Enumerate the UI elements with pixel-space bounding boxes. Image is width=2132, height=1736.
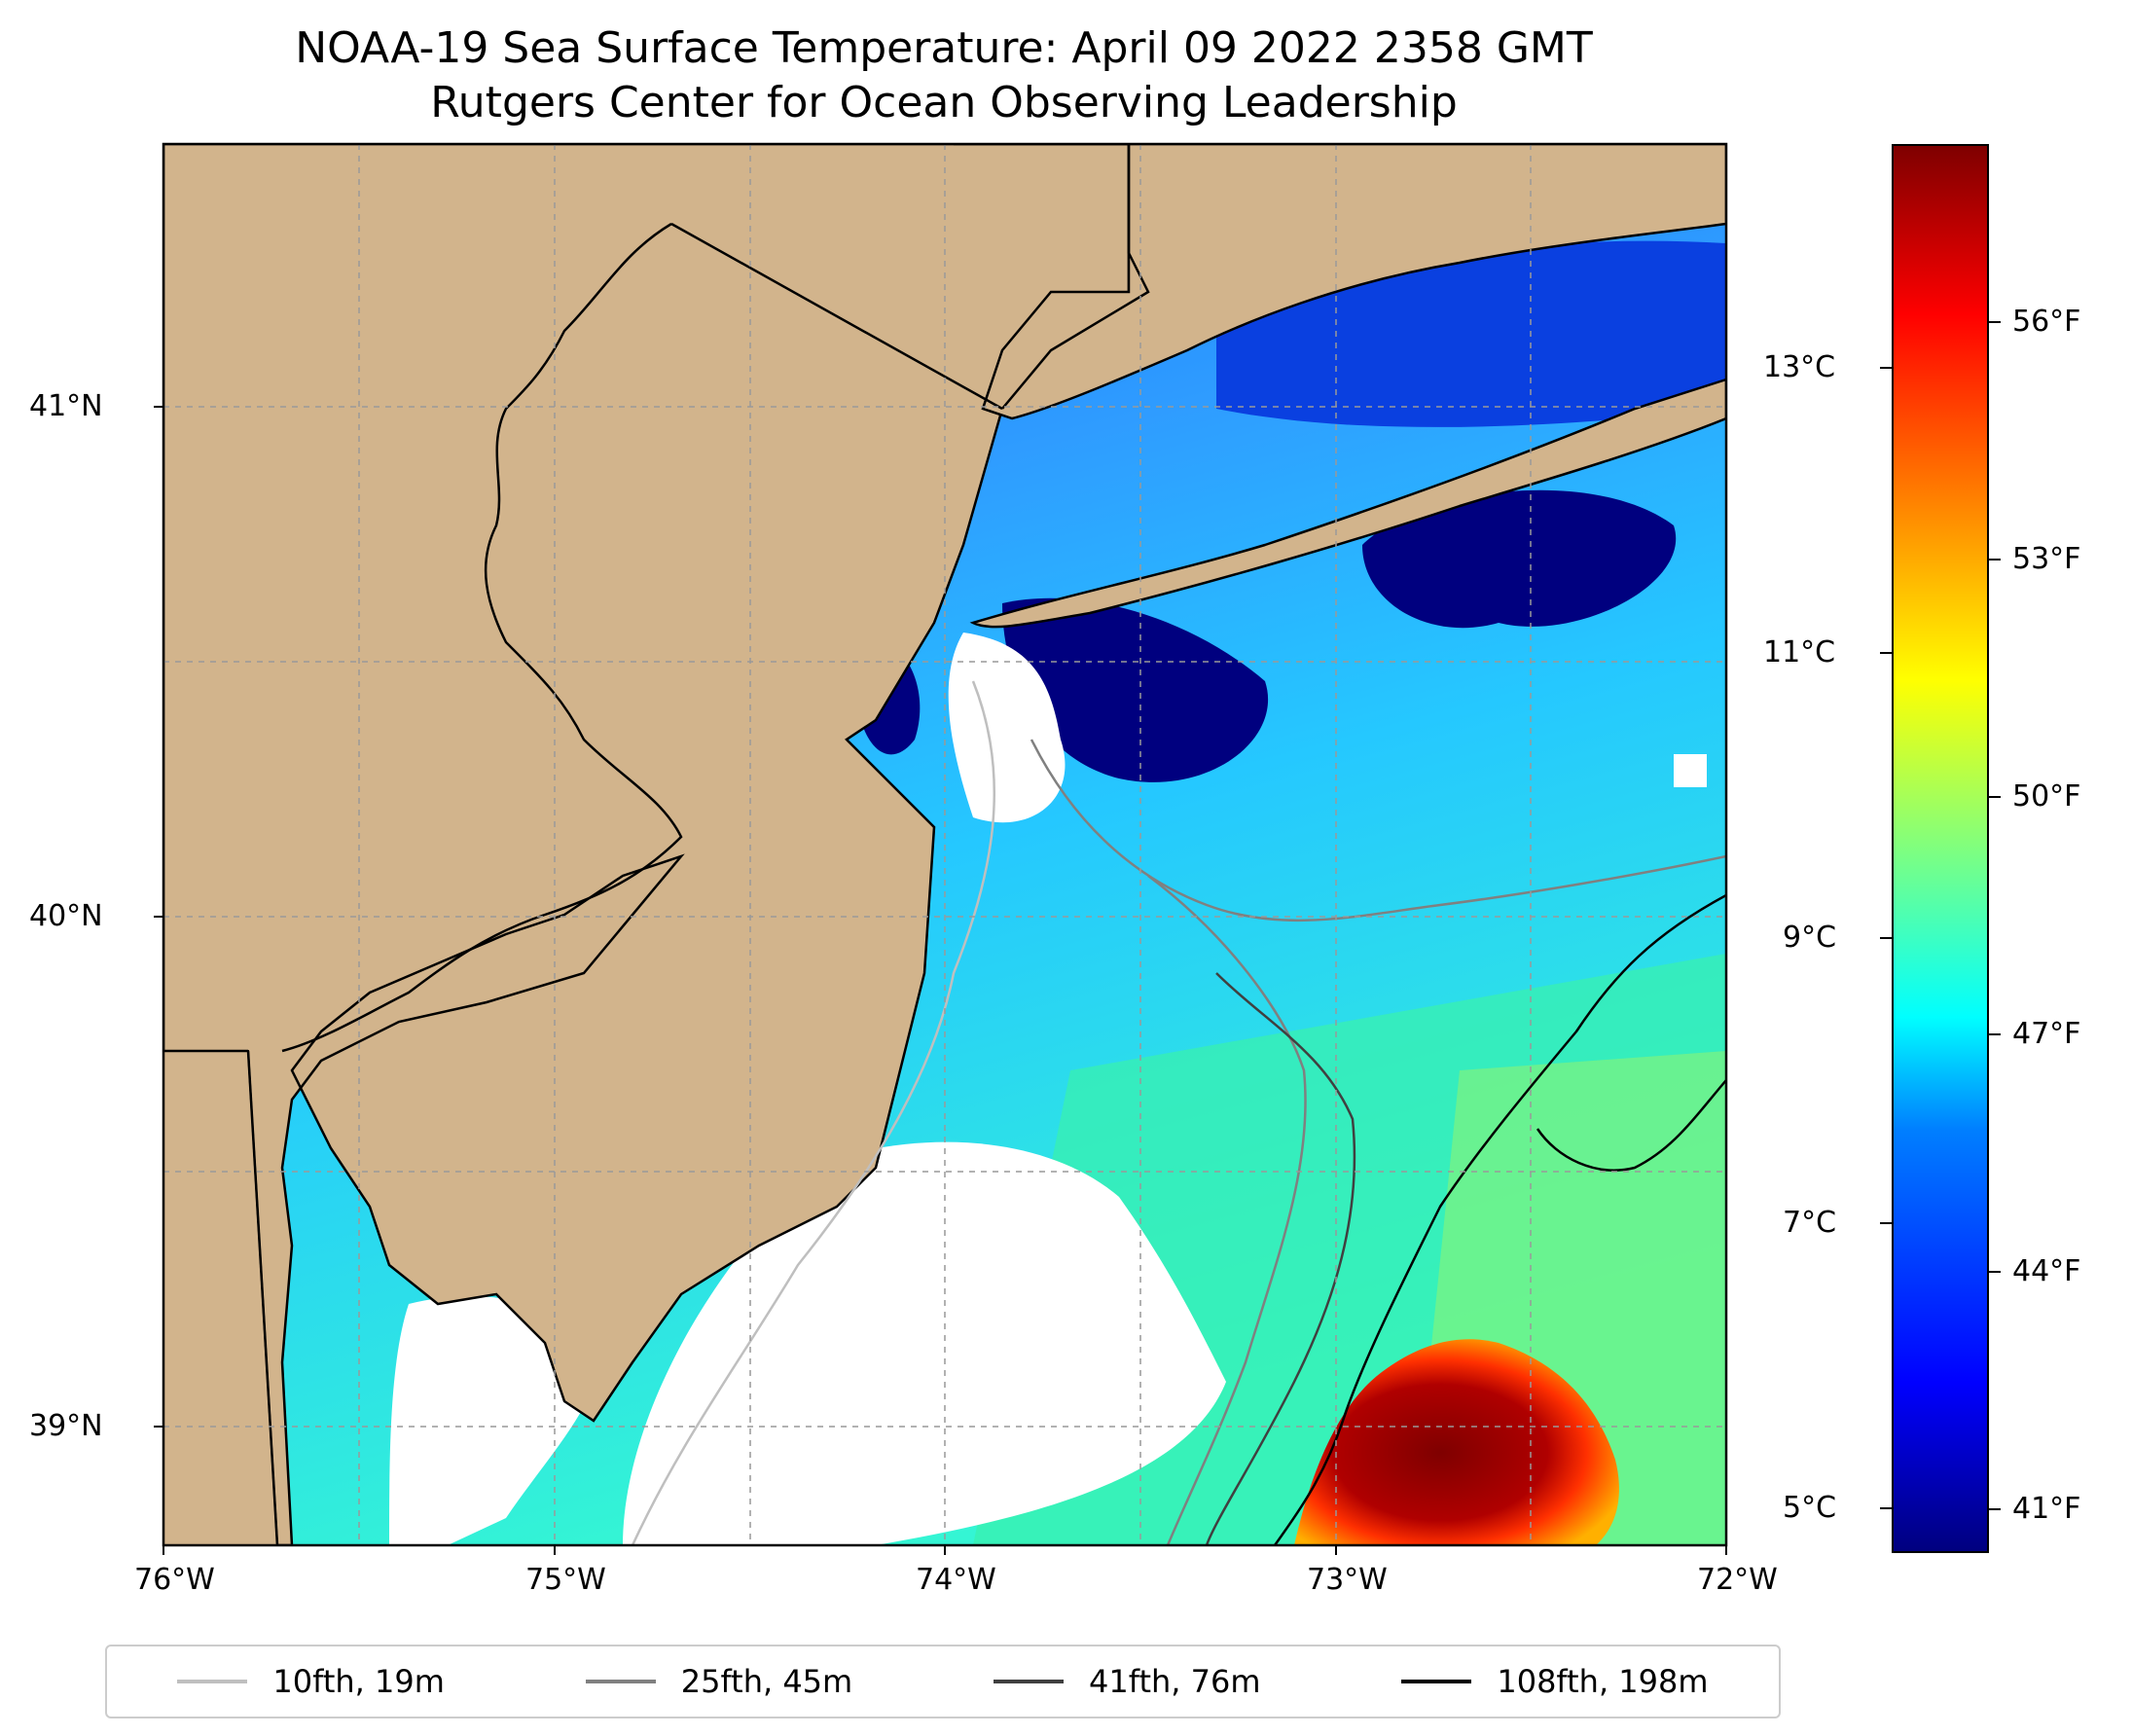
legend-swatch xyxy=(177,1680,248,1683)
warm-core-eddy xyxy=(1294,1339,1619,1545)
isobath-108fth-east xyxy=(1536,1079,1726,1172)
state-border-nj-ny xyxy=(670,222,1003,411)
land-long-island xyxy=(969,378,1726,629)
gridlines xyxy=(163,144,1726,1545)
land-new-jersey-pennsylvania xyxy=(163,144,1131,1545)
state-border-ny-ct xyxy=(1001,144,1150,410)
colorbar-tick xyxy=(1880,1222,1892,1224)
y-tick-label: 39°N xyxy=(29,1409,103,1443)
isobath-25fth-south xyxy=(1147,875,1307,1545)
colorbar-celsius-label: 5°C xyxy=(1783,1491,1837,1525)
x-tick-label: 75°W xyxy=(525,1563,606,1597)
x-tick-label: 72°W xyxy=(1697,1563,1778,1597)
colorbar-fahrenheit-label: 56°F xyxy=(2012,305,2081,339)
colorbar-fahrenheit-label: 53°F xyxy=(2012,542,2081,576)
legend-swatch xyxy=(994,1680,1065,1683)
colorbar-tick xyxy=(1989,559,2001,561)
colorbar-tick xyxy=(1989,1271,2001,1273)
colorbar-tick xyxy=(1880,1507,1892,1509)
legend-item-41fth: 41fth, 76m xyxy=(994,1663,1261,1700)
no-data-nj-nearshore xyxy=(948,633,1066,823)
isobath-10fth xyxy=(631,680,996,1545)
colorbar-fahrenheit-label: 50°F xyxy=(2012,779,2081,814)
x-tick-label: 74°W xyxy=(916,1563,996,1597)
colorbar-tick xyxy=(1880,652,1892,654)
colorbar-tick xyxy=(1880,937,1892,939)
cold-patch-east xyxy=(1362,489,1677,629)
colorbar-fahrenheit-label: 44°F xyxy=(2012,1254,2081,1288)
x-tick-label: 76°W xyxy=(134,1563,215,1597)
legend-swatch xyxy=(585,1680,656,1683)
state-border-de-md-south xyxy=(246,1050,279,1545)
chart-title: NOAA-19 Sea Surface Temperature: April 0… xyxy=(295,23,1593,73)
colorbar-fahrenheit-label: 41°F xyxy=(2012,1492,2081,1526)
legend-label: 10fth, 19m xyxy=(272,1663,445,1700)
y-tick-label: 41°N xyxy=(29,389,103,423)
isobath-25fth xyxy=(1030,739,1726,922)
no-data-square xyxy=(1674,754,1707,787)
legend-item-10fth: 10fth, 19m xyxy=(177,1663,445,1700)
colorbar-tick xyxy=(1989,1033,2001,1035)
isobath-legend: 10fth, 19m 25fth, 45m 41fth, 76m 108fth,… xyxy=(105,1645,1781,1718)
legend-label: 41fth, 76m xyxy=(1089,1663,1261,1700)
legend-label: 25fth, 45m xyxy=(680,1663,853,1700)
colorbar-celsius-label: 13°C xyxy=(1763,350,1836,384)
colorbar-tick xyxy=(1880,367,1892,369)
isobath-41fth xyxy=(1205,972,1356,1545)
colorbar-celsius-label: 9°C xyxy=(1783,921,1837,955)
colorbar-tick xyxy=(1989,1508,2001,1510)
land-new-york-connecticut xyxy=(954,144,1726,420)
axis-ticks xyxy=(154,406,1727,1555)
cold-patch-central xyxy=(1002,597,1269,782)
legend-item-25fth: 25fth, 45m xyxy=(585,1663,853,1700)
colorbar-fahrenheit-label: 47°F xyxy=(2012,1017,2081,1051)
no-data-south xyxy=(623,1141,1226,1545)
state-border-nj-pa xyxy=(281,222,683,1053)
legend-item-108fth: 108fth, 198m xyxy=(1401,1663,1709,1700)
sst-map xyxy=(154,142,1728,1555)
colorbar-celsius-label: 11°C xyxy=(1763,635,1836,669)
legend-swatch xyxy=(1401,1680,1472,1683)
y-tick-label: 40°N xyxy=(29,899,103,933)
colorbar-tick xyxy=(1989,796,2001,798)
colorbar-tick xyxy=(1989,321,2001,323)
legend-label: 108fth, 198m xyxy=(1497,1663,1709,1700)
x-tick-label: 73°W xyxy=(1307,1563,1388,1597)
colorbar xyxy=(1892,144,1989,1553)
isobath-108fth xyxy=(1273,893,1726,1545)
chart-subtitle: Rutgers Center for Ocean Observing Leade… xyxy=(430,78,1458,127)
colorbar-celsius-label: 7°C xyxy=(1783,1206,1837,1240)
